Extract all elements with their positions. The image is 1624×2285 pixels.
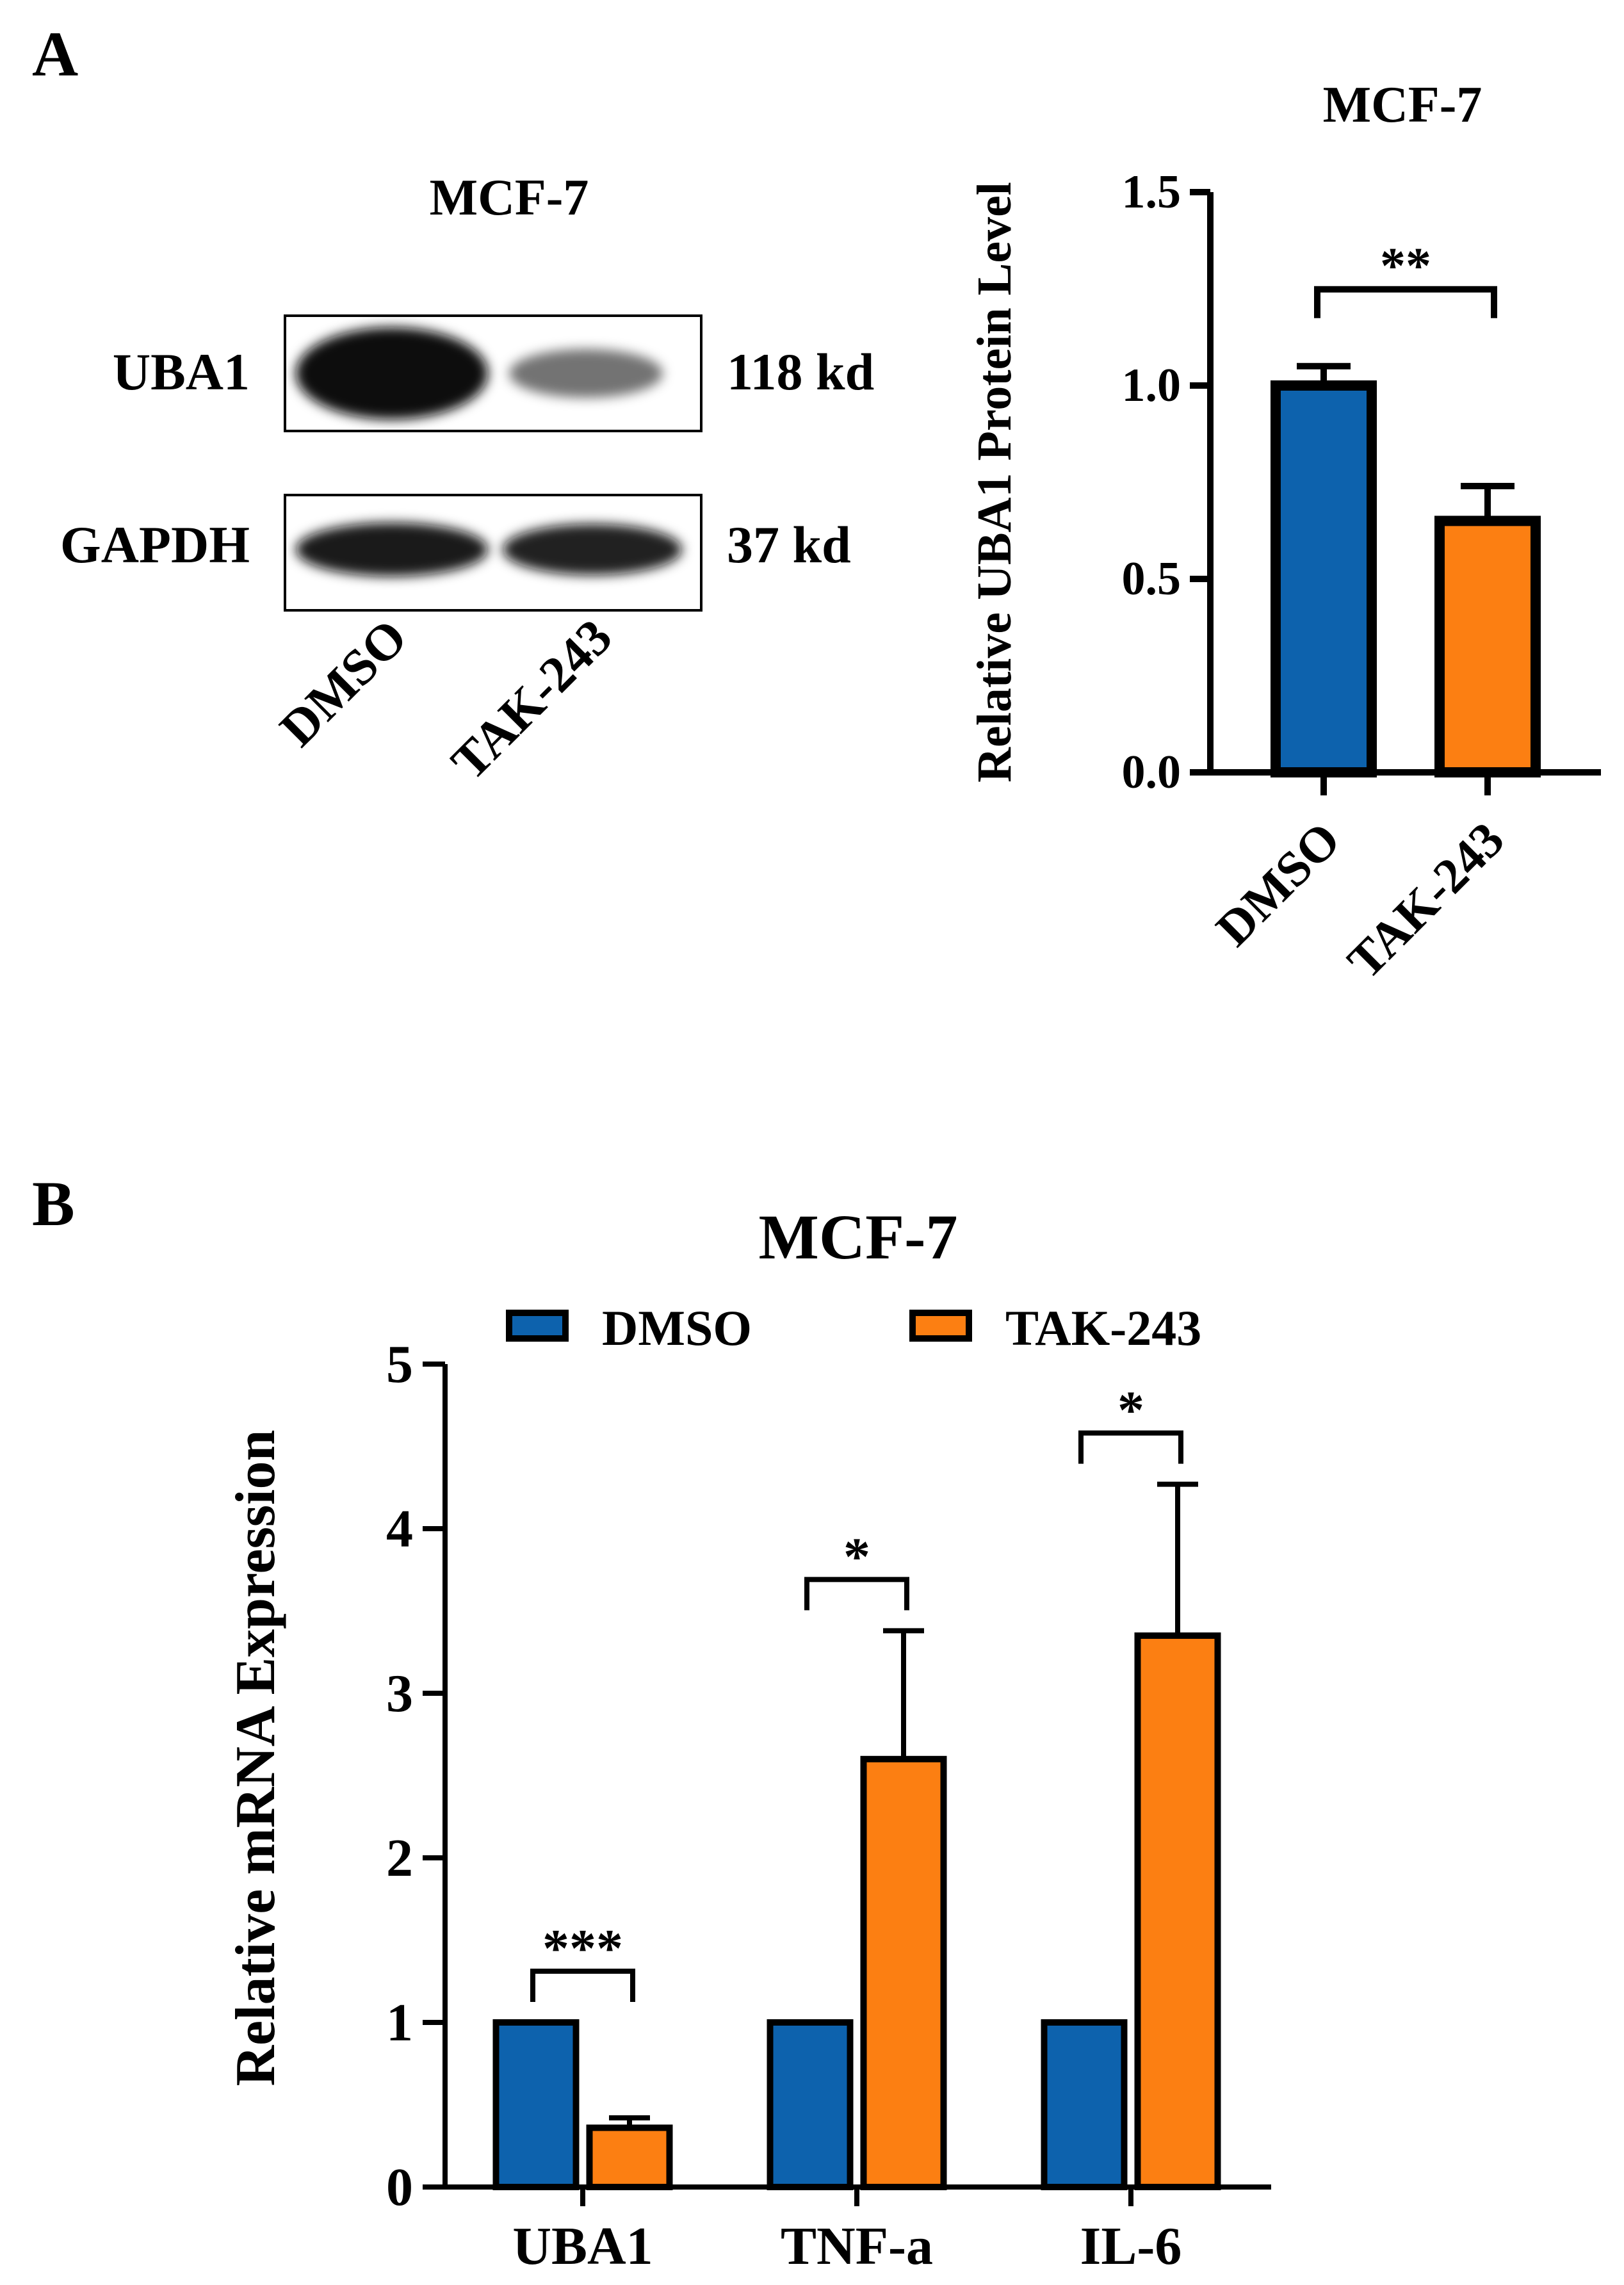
chart-b-significance-bracket [1078,1430,1183,1464]
mrna-expression-chart: MCF-7 Relative mRNA Expression DMSO TAK-243… [225,1201,1271,2276]
chart-a-significance-label: ** [1380,238,1431,295]
band-uba1-dmso [296,327,488,419]
chart-a-y-tick-label: 1.5 [1122,166,1181,218]
blot-size-gapdh: 37 kd [727,516,851,574]
chart-b-bar [492,2019,580,2190]
chart-b-y-axis-label: Relative mRNA Expression [225,1429,287,2086]
chart-b-bar [860,1755,947,2191]
blot-bands [296,327,682,576]
chart-a-x-tick-label: DMSO [1205,811,1351,957]
band-uba1-tak243 [509,349,663,398]
chart-a-title: MCF-7 [1323,77,1482,133]
chart-a-y-tick-label: 1.0 [1122,359,1181,412]
chart-b-bar [1134,1632,1221,2191]
chart-a-y-axis-label: Relative UBA1 Protein Level [968,182,1021,783]
panel-a-label: A [32,19,78,90]
chart-b-legend-label: DMSO [602,1300,752,1356]
chart-a-significance-bracket [1314,286,1497,318]
chart-a-x-tick-label: TAK-243 [1336,811,1514,989]
panel-b-label: B [32,1168,75,1239]
chart-b-y-tick-label: 3 [386,1664,413,1723]
chart-b-title: MCF-7 [759,1201,958,1273]
chart-b-bar [586,2124,673,2190]
blot-row-label-gapdh: GAPDH [60,516,250,574]
chart-b-y-tick-label: 5 [386,1335,413,1394]
chart-b-x-tick-label: IL-6 [1080,2216,1182,2276]
band-gapdh-tak243 [503,524,682,575]
blot-row-label-uba1: UBA1 [113,343,250,401]
chart-b-significance-label: *** [542,1919,623,1978]
chart-b-y-tick-label: 0 [386,2158,413,2217]
chart-b-significance-label: * [843,1527,870,1586]
protein-level-chart: MCF-7 Relative UBA1 Protein Level DMSOTAK-… [968,77,1601,989]
chart-b-significance-bracket [530,1969,635,2002]
chart-b-x-tick-label: TNF-a [781,2216,933,2276]
chart-b-legend-swatch [909,1310,972,1342]
chart-b-significance-bracket [804,1577,909,1611]
western-blot: MCF-7 UBA1 GAPDH 118 kd 37 kd DMSO TAK-2… [60,170,874,791]
blot-title: MCF-7 [430,170,589,226]
blot-lane-label-dmso: DMSO [270,609,418,758]
chart-b-bar [1041,2019,1128,2190]
chart-b-significance-label: * [1117,1381,1144,1440]
chart-b-bar [767,2019,854,2190]
chart-b-y-tick-label: 2 [386,1828,413,1888]
chart-b-legend-swatch [506,1310,569,1342]
chart-a-bar [1434,516,1541,778]
blot-size-uba1: 118 kd [727,343,874,401]
chart-a-bar [1271,380,1377,777]
blot-lane-label-tak243: TAK-243 [441,609,622,791]
chart-b-y-tick-label: 4 [386,1499,413,1559]
chart-a-y-tick-label: 0.5 [1122,553,1181,605]
chart-a-y-tick-label: 0.0 [1122,746,1181,799]
band-gapdh-dmso [296,523,488,576]
chart-b-x-tick-label: UBA1 [512,2216,653,2276]
chart-b-y-tick-label: 1 [386,1993,413,2053]
chart-b-legend-label: TAK-243 [1005,1300,1201,1356]
